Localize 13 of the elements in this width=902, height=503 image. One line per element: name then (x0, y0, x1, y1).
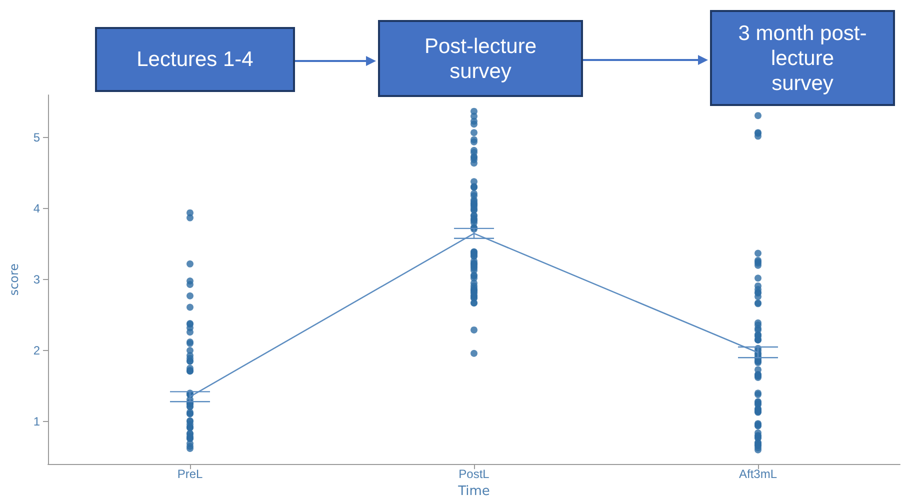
y-tick-label: 1 (33, 414, 40, 429)
x-tick-label: Aft3mL (738, 467, 778, 482)
x-axis-title: Time (457, 484, 490, 499)
text-box: Post-lecture survey (378, 20, 583, 97)
y-tick-label: 4 (33, 202, 40, 216)
text-box: 3 month post-lecture survey (710, 10, 895, 106)
x-tick-label: PostL (458, 467, 490, 482)
y-tick-label: 2 (33, 344, 40, 358)
y-tick-label: 5 (33, 130, 40, 145)
y-axis-title: score (7, 263, 21, 296)
x-tick-label: PreL (177, 467, 203, 482)
text-box: Lectures 1-4 (95, 27, 295, 92)
y-tick-label: 3 (33, 272, 40, 287)
